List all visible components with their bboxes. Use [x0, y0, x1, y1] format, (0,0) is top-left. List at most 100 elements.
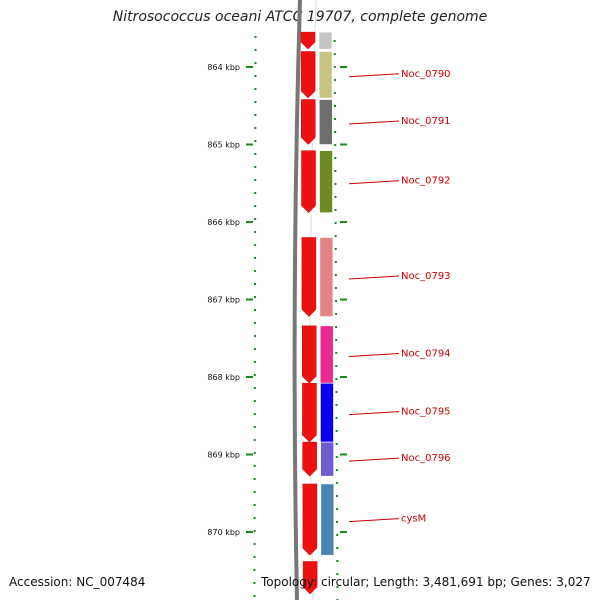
gc-dot-right	[336, 573, 339, 575]
gc-dot-right	[334, 209, 337, 211]
gc-dot-left	[254, 192, 257, 194]
gc-dot-right	[333, 53, 336, 55]
gene-label-line	[348, 457, 400, 462]
gc-dot-left	[253, 530, 256, 532]
gc-dot-right	[334, 157, 337, 159]
accession-text: Accession: NC_007484	[9, 575, 146, 589]
cds-block	[301, 150, 316, 214]
gc-dot-right	[334, 144, 337, 146]
gc-dot-right	[336, 560, 339, 562]
cds-block	[302, 483, 318, 556]
gc-dot-left	[253, 387, 256, 389]
axis-tick-label: 868 kbp	[207, 373, 240, 382]
gc-dot-left	[253, 426, 256, 428]
axis-tick-right	[340, 221, 347, 223]
gene-label: Noc_0796	[401, 453, 451, 464]
gc-dot-left	[253, 400, 256, 402]
gc-dot-left	[253, 543, 256, 545]
gc-dot-right	[335, 365, 338, 367]
axis-tick-label: 870 kbp	[207, 528, 240, 537]
gc-dot-left	[254, 75, 257, 77]
gc-dot-left	[253, 569, 256, 571]
gc-dot-left	[253, 309, 256, 311]
gc-dot-left	[254, 218, 257, 220]
gc-dot-left	[254, 88, 257, 90]
gc-dot-left	[254, 270, 257, 272]
gene-block	[318, 31, 333, 50]
gene-labels: Noc_0790 Noc_0791 Noc_0792 Noc_0793 Noc_0794…	[348, 69, 451, 525]
axis-tick	[246, 298, 253, 301]
gc-dot-left	[254, 179, 257, 181]
gc-dot-left	[253, 374, 256, 376]
gc-dot-right	[336, 547, 339, 549]
kbp-axis: 864 kbp 865 kbp 866 kbp 867 kbp 868 kbp 869 k…	[207, 63, 347, 537]
gene-label: Noc_0795	[401, 407, 451, 418]
gene-block	[318, 99, 333, 145]
gene-block	[320, 483, 335, 556]
axis-tick	[246, 531, 253, 533]
axis-tick-right	[340, 531, 347, 533]
axis-tick	[246, 453, 253, 456]
gc-dot-left	[253, 517, 256, 519]
gc-dot-right	[335, 352, 338, 354]
cds-block	[300, 51, 316, 99]
gc-dot-left	[254, 127, 257, 129]
gene-block	[319, 150, 333, 213]
gc-dot-right	[333, 40, 336, 42]
gc-dot-right	[333, 92, 336, 94]
gc-dot-right	[334, 105, 337, 107]
gc-dot-right	[334, 131, 337, 133]
gc-dot-right	[334, 170, 337, 172]
axis-tick	[246, 221, 253, 223]
gc-dot-right	[334, 274, 337, 276]
cds-block	[302, 441, 317, 477]
gene-label: Noc_0791	[401, 116, 451, 127]
gene-label-line	[348, 353, 400, 358]
gc-dot-right	[334, 287, 337, 289]
gc-dot-right	[335, 495, 338, 497]
gene-block	[319, 325, 334, 384]
gc-dot-right	[335, 313, 338, 315]
gc-dot-left	[254, 36, 257, 38]
axis-tick-right	[340, 143, 347, 146]
topology-info-text: Topology: circular; Length: 3,481,691 bp…	[261, 575, 591, 589]
axis-tick-label: 864 kbp	[207, 63, 240, 72]
gene-block	[319, 237, 334, 317]
gc-dot-right	[334, 196, 337, 198]
gc-dot-right	[334, 261, 337, 263]
gc-dot-left	[253, 322, 256, 324]
gc-dot-right	[333, 66, 336, 68]
gc-dot-right	[335, 378, 338, 380]
gc-dot-right	[335, 443, 338, 445]
gene-label-line	[348, 411, 400, 416]
gene-label: cysM	[401, 514, 426, 525]
backbone-outer	[292, 0, 302, 600]
gc-dot-left	[254, 231, 257, 233]
gc-dot-left	[253, 582, 256, 584]
gc-dot-left	[253, 504, 256, 506]
gc-dot-left	[253, 439, 256, 441]
axis-tick	[246, 376, 253, 378]
gc-dot-right	[335, 417, 338, 419]
gc-dot-left	[254, 153, 257, 155]
gc-dot-right	[335, 482, 338, 484]
axis-tick-label: 869 kbp	[207, 451, 240, 460]
gc-dot-left	[253, 452, 256, 454]
axis-tick-right	[340, 66, 347, 68]
gc-dot-right	[334, 222, 337, 224]
gene-block	[320, 441, 334, 477]
gc-dot-left	[253, 595, 256, 597]
cds-block	[301, 325, 317, 384]
gene-label-line	[348, 275, 400, 280]
cds-block	[302, 382, 317, 443]
cds-block	[301, 99, 316, 145]
gene-track	[318, 31, 335, 556]
cds-block	[302, 561, 318, 595]
gc-dot-left	[253, 361, 256, 363]
gc-dot-left	[253, 413, 256, 415]
axis-tick-right	[340, 453, 347, 456]
gc-dot-left	[253, 465, 256, 467]
gc-dot-right	[334, 235, 337, 237]
gc-dot-left	[254, 114, 257, 116]
